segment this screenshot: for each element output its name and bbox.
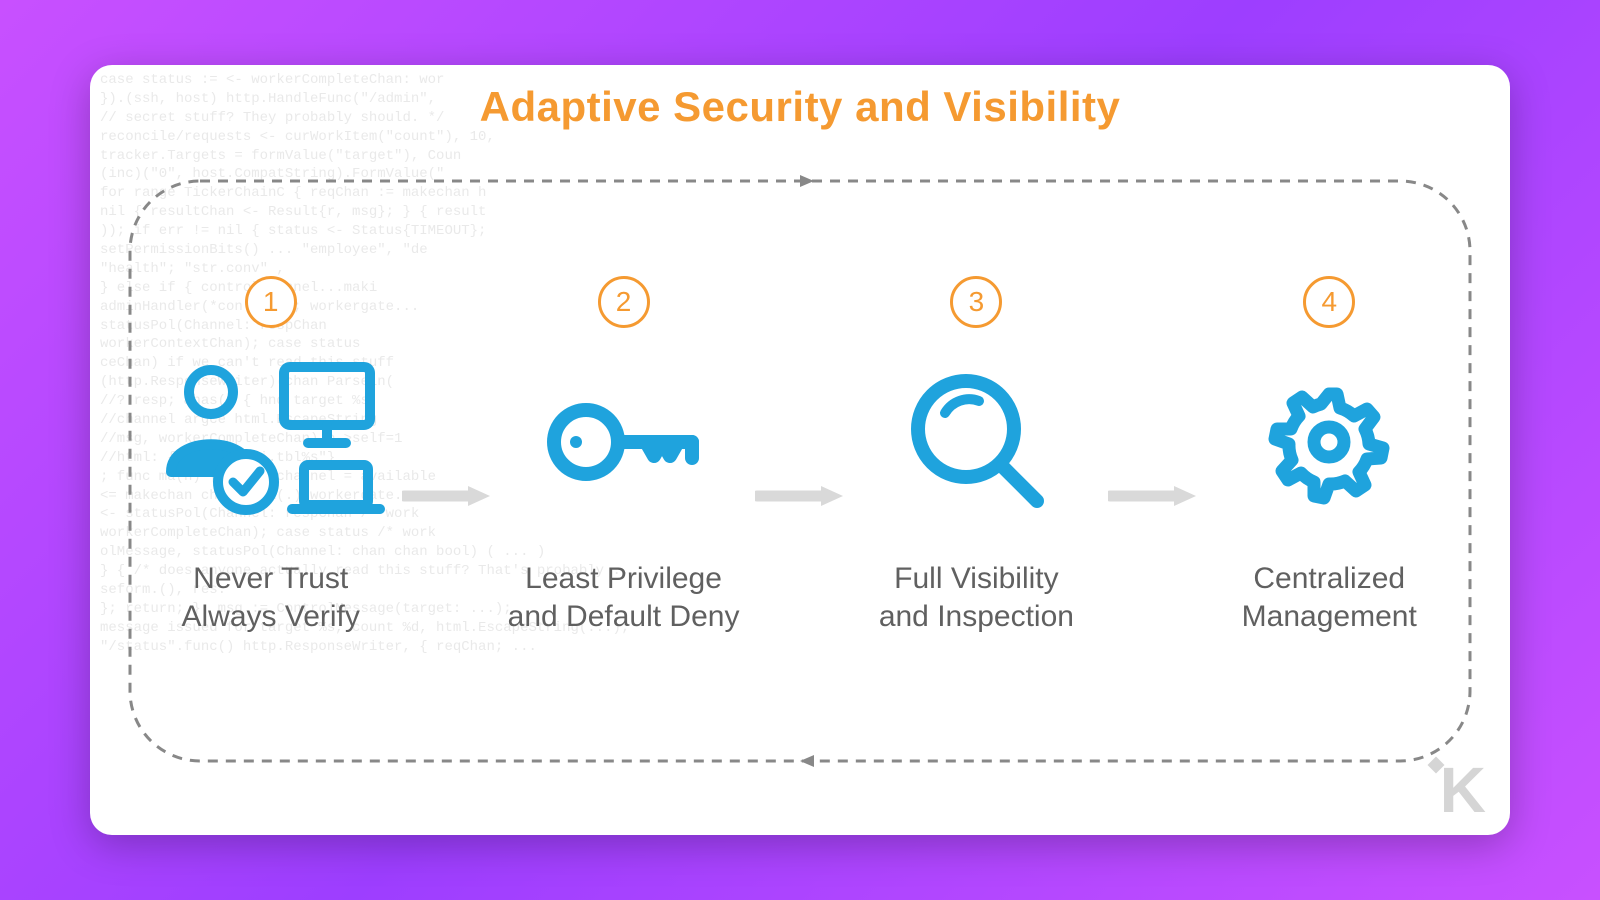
step-label-2: Least Privilege and Default Deny [508,560,740,635]
diagram-title: Adaptive Security and Visibility [90,83,1510,131]
step-number-2: 2 [598,276,650,328]
step-4: 4 Centralized Management [1199,276,1459,635]
step-number-1: 1 [245,276,297,328]
key-icon [544,352,704,532]
diagram-card: case status := <- workerCompleteChan: wo… [90,65,1510,835]
step-label-4: Centralized Management [1242,560,1417,635]
step-3: 3 Full Visibility and Inspection [846,276,1106,635]
watermark-logo: K [1440,753,1486,827]
step-number-3: 3 [950,276,1002,328]
arrow-3-4 [1108,486,1198,506]
step-2: 2 Least Privilege and Default Deny [494,276,754,635]
steps-row: 1 [120,276,1480,635]
step-number-4: 4 [1303,276,1355,328]
arrow-2-3 [755,486,845,506]
step-label-1: Never Trust Always Verify [182,560,360,635]
user-devices-check-icon [156,352,386,532]
gear-icon [1259,352,1399,532]
step-1: 1 [141,276,401,635]
arrow-1-2 [402,486,492,506]
magnifier-icon [901,352,1051,532]
content-area: Adaptive Security and Visibility 1 [90,65,1510,835]
step-label-3: Full Visibility and Inspection [879,560,1074,635]
flow-container: 1 [120,171,1480,795]
